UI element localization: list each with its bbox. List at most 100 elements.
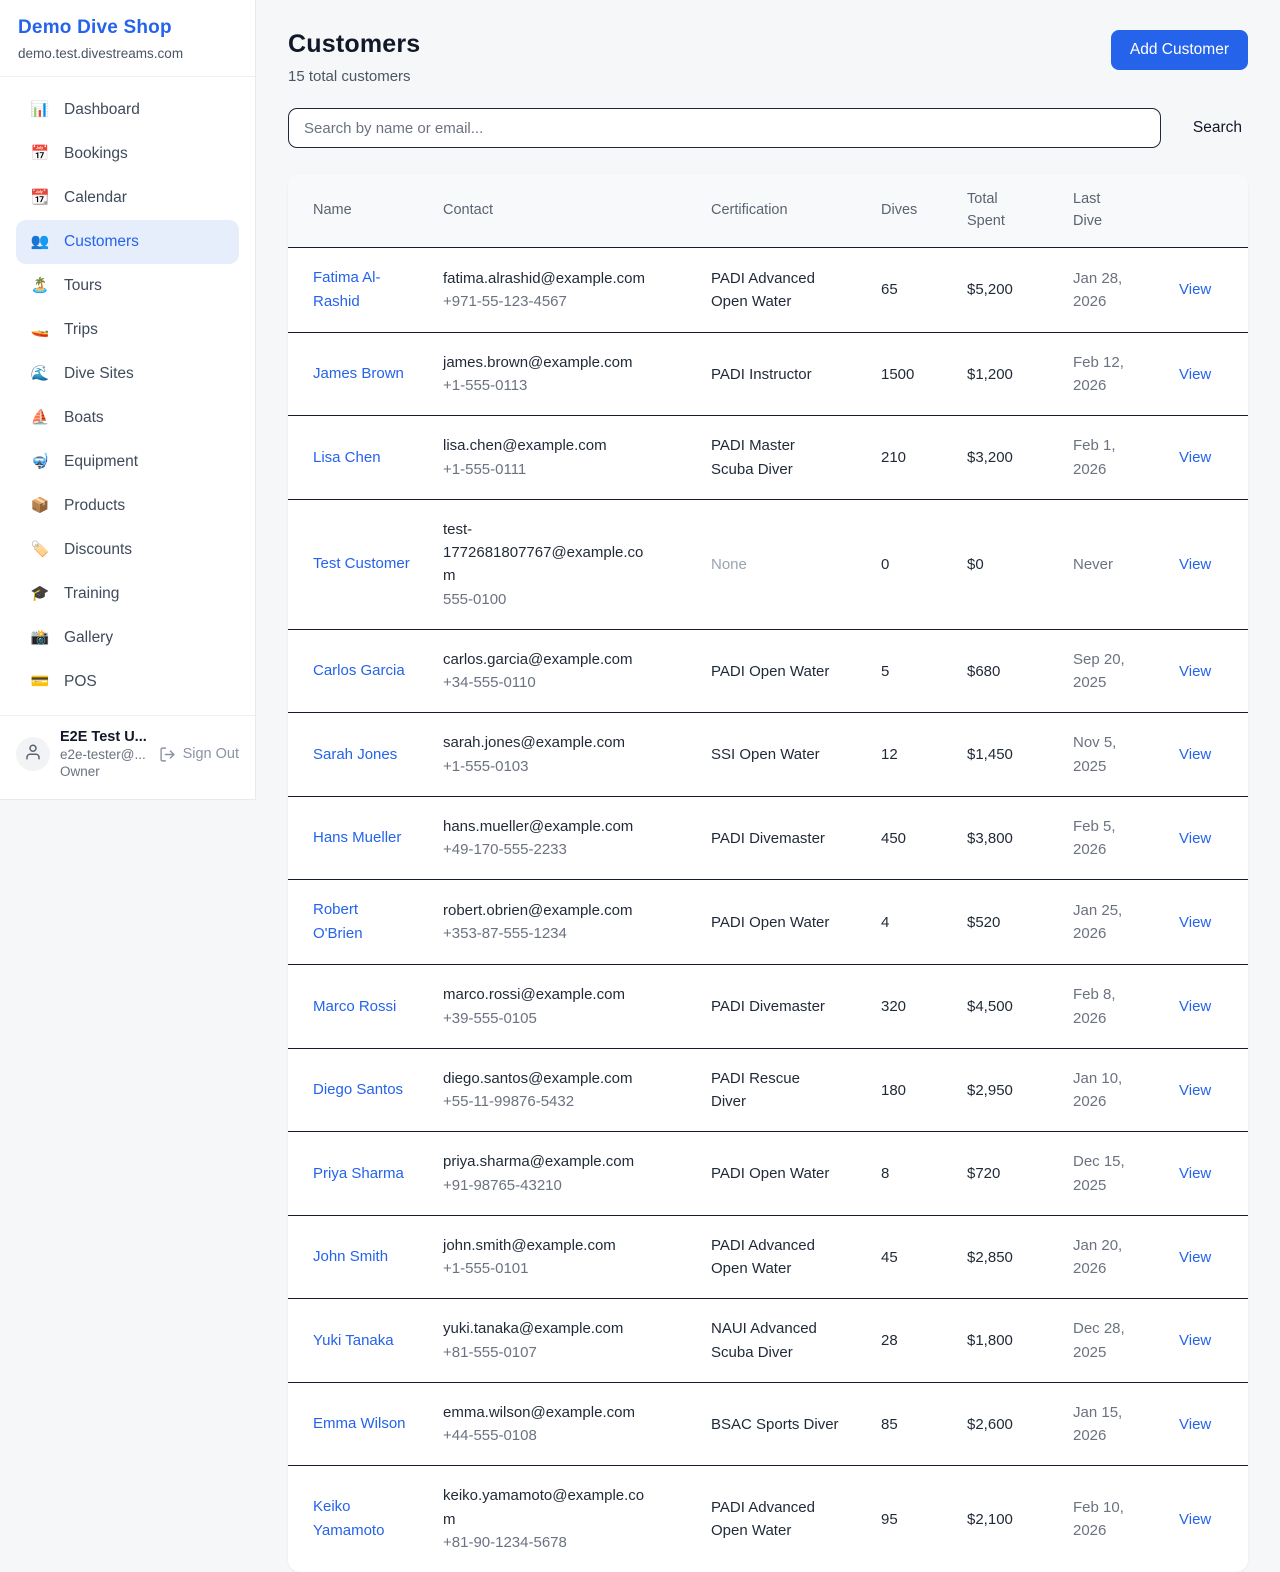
tear-off-calendar-icon: 📆 xyxy=(30,189,50,206)
customer-email: marco.rossi@example.com xyxy=(443,986,625,1004)
sidebar-item-discounts[interactable]: 🏷️ Discounts xyxy=(16,528,239,572)
sign-out-button[interactable]: Sign Out xyxy=(159,746,239,763)
customer-name-link[interactable]: Keiko Yamamoto xyxy=(313,1498,385,1540)
customer-certification: PADI Divemaster xyxy=(711,829,825,847)
sidebar-item-label: POS xyxy=(64,673,97,690)
customer-last-dive: Jan 20, 2026 xyxy=(1073,1236,1123,1278)
customer-last-dive: Jan 15, 2026 xyxy=(1073,1403,1123,1445)
view-link[interactable]: View xyxy=(1179,662,1212,680)
view-link[interactable]: View xyxy=(1179,281,1212,299)
sidebar-item-pos[interactable]: 💳 POS xyxy=(16,660,239,704)
customer-email: priya.sharma@example.com xyxy=(443,1153,635,1171)
sidebar-item-gallery[interactable]: 📸 Gallery xyxy=(16,616,239,660)
customers-table: Name Contact Certification Dives Total S… xyxy=(288,174,1248,1572)
customer-total-spent: $2,850 xyxy=(957,1215,1063,1300)
customer-name-link[interactable]: Marco Rossi xyxy=(313,997,397,1015)
customer-phone: +1-555-0103 xyxy=(443,757,529,775)
customer-name-link[interactable]: Lisa Chen xyxy=(313,448,381,466)
sidebar-item-trips[interactable]: 🚤 Trips xyxy=(16,308,239,352)
customer-last-dive: Jan 25, 2026 xyxy=(1073,902,1123,943)
view-link[interactable]: View xyxy=(1179,746,1212,764)
customer-name-link[interactable]: Sarah Jones xyxy=(313,745,398,763)
add-customer-button[interactable]: Add Customer xyxy=(1110,30,1248,70)
sidebar-item-tours[interactable]: 🏝️ Tours xyxy=(16,264,239,308)
customers-table-card: Name Contact Certification Dives Total S… xyxy=(288,174,1248,1572)
sidebar-item-customers[interactable]: 👥 Customers xyxy=(16,220,239,264)
customer-certification: PADI Divemaster xyxy=(711,998,825,1016)
customer-total-spent: $2,600 xyxy=(957,1382,1063,1467)
customer-total-spent: $1,800 xyxy=(957,1298,1063,1383)
sidebar-item-label: Dive Sites xyxy=(64,365,134,382)
sidebar-item-equipment[interactable]: 🤿 Equipment xyxy=(16,440,239,484)
customer-name-link[interactable]: Test Customer xyxy=(313,555,410,573)
sidebar-item-products[interactable]: 📦 Products xyxy=(16,484,239,528)
customer-name-link[interactable]: James Brown xyxy=(313,365,404,383)
customer-phone: +1-555-0101 xyxy=(443,1260,529,1278)
view-link[interactable]: View xyxy=(1179,555,1212,573)
sidebar-item-dive-sites[interactable]: 🌊 Dive Sites xyxy=(16,352,239,396)
sidebar: Demo Dive Shop demo.test.divestreams.com… xyxy=(0,0,256,800)
table-row: Yuki Tanaka yuki.tanaka@example.com +81-… xyxy=(288,1298,1248,1383)
shop-domain: demo.test.divestreams.com xyxy=(18,46,184,61)
customer-total-spent: $4,500 xyxy=(957,964,1063,1049)
view-link[interactable]: View xyxy=(1179,913,1212,931)
customer-certification: BSAC Sports Diver xyxy=(711,1415,839,1433)
view-link[interactable]: View xyxy=(1179,1332,1212,1350)
view-link[interactable]: View xyxy=(1179,449,1212,467)
table-row: Hans Mueller hans.mueller@example.com +4… xyxy=(288,796,1248,881)
sidebar-item-training[interactable]: 🎓 Training xyxy=(16,572,239,616)
view-link[interactable]: View xyxy=(1179,365,1212,383)
customer-phone: +1-555-0113 xyxy=(443,377,528,395)
sidebar-item-calendar[interactable]: 📆 Calendar xyxy=(16,176,239,220)
customer-dives: 1500 xyxy=(871,332,957,417)
view-link[interactable]: View xyxy=(1179,1165,1212,1183)
camera-flash-icon: 📸 xyxy=(30,629,50,646)
customer-phone: +34-555-0110 xyxy=(443,674,536,692)
customer-dives: 12 xyxy=(871,712,957,797)
table-row: James Brown james.brown@example.com +1-5… xyxy=(288,332,1248,417)
search-button[interactable]: Search xyxy=(1187,111,1248,145)
calendar-date-icon: 📅 xyxy=(30,145,50,162)
customer-total-spent: $5,200 xyxy=(957,247,1063,333)
sidebar-item-label: Tours xyxy=(64,277,102,294)
view-link[interactable]: View xyxy=(1179,1415,1212,1433)
customer-last-dive: Never xyxy=(1073,555,1114,573)
table-row: Marco Rossi marco.rossi@example.com +39-… xyxy=(288,964,1248,1049)
customer-name-link[interactable]: Carlos Garcia xyxy=(313,662,405,680)
customer-name-link[interactable]: Priya Sharma xyxy=(313,1164,404,1182)
speedboat-icon: 🚤 xyxy=(30,321,50,338)
col-header-contact: Contact xyxy=(433,174,701,248)
search-row: Search xyxy=(288,108,1248,148)
customer-name-link[interactable]: Hans Mueller xyxy=(313,829,402,847)
customer-total-spent: $0 xyxy=(957,499,1063,630)
view-link[interactable]: View xyxy=(1179,1510,1212,1528)
customer-last-dive: Jan 10, 2026 xyxy=(1073,1069,1123,1111)
customer-name-link[interactable]: Fatima Al-Rashid xyxy=(313,268,381,310)
view-link[interactable]: View xyxy=(1179,829,1212,847)
customer-name-link[interactable]: Robert O'Brien xyxy=(313,901,363,943)
sidebar-item-dashboard[interactable]: 📊 Dashboard xyxy=(16,88,239,132)
customer-dives: 8 xyxy=(871,1131,957,1216)
view-link[interactable]: View xyxy=(1179,1081,1212,1099)
customer-last-dive: Feb 10, 2026 xyxy=(1073,1499,1124,1540)
customer-last-dive: Dec 15, 2025 xyxy=(1073,1153,1125,1194)
customer-name-link[interactable]: Emma Wilson xyxy=(313,1415,406,1433)
col-header-name: Name xyxy=(288,174,433,248)
search-input[interactable] xyxy=(288,108,1161,148)
customer-last-dive: Feb 1, 2026 xyxy=(1073,437,1116,478)
sidebar-item-label: Dashboard xyxy=(64,101,140,118)
customer-name-link[interactable]: Diego Santos xyxy=(313,1081,404,1099)
customer-name-link[interactable]: John Smith xyxy=(313,1248,389,1266)
view-link[interactable]: View xyxy=(1179,998,1212,1016)
customer-name-link[interactable]: Yuki Tanaka xyxy=(313,1331,394,1349)
sidebar-item-label: Gallery xyxy=(64,629,114,646)
customer-certification: PADI Advanced Open Water xyxy=(711,1236,815,1278)
view-link[interactable]: View xyxy=(1179,1248,1212,1266)
sidebar-item-bookings[interactable]: 📅 Bookings xyxy=(16,132,239,176)
customer-certification: PADI Open Water xyxy=(711,913,830,931)
table-row: Robert O'Brien robert.obrien@example.com… xyxy=(288,879,1248,966)
sidebar-item-boats[interactable]: ⛵ Boats xyxy=(16,396,239,440)
customer-dives: 45 xyxy=(871,1215,957,1300)
customer-last-dive: Feb 12, 2026 xyxy=(1073,353,1124,395)
customer-email: sarah.jones@example.com xyxy=(443,734,625,752)
